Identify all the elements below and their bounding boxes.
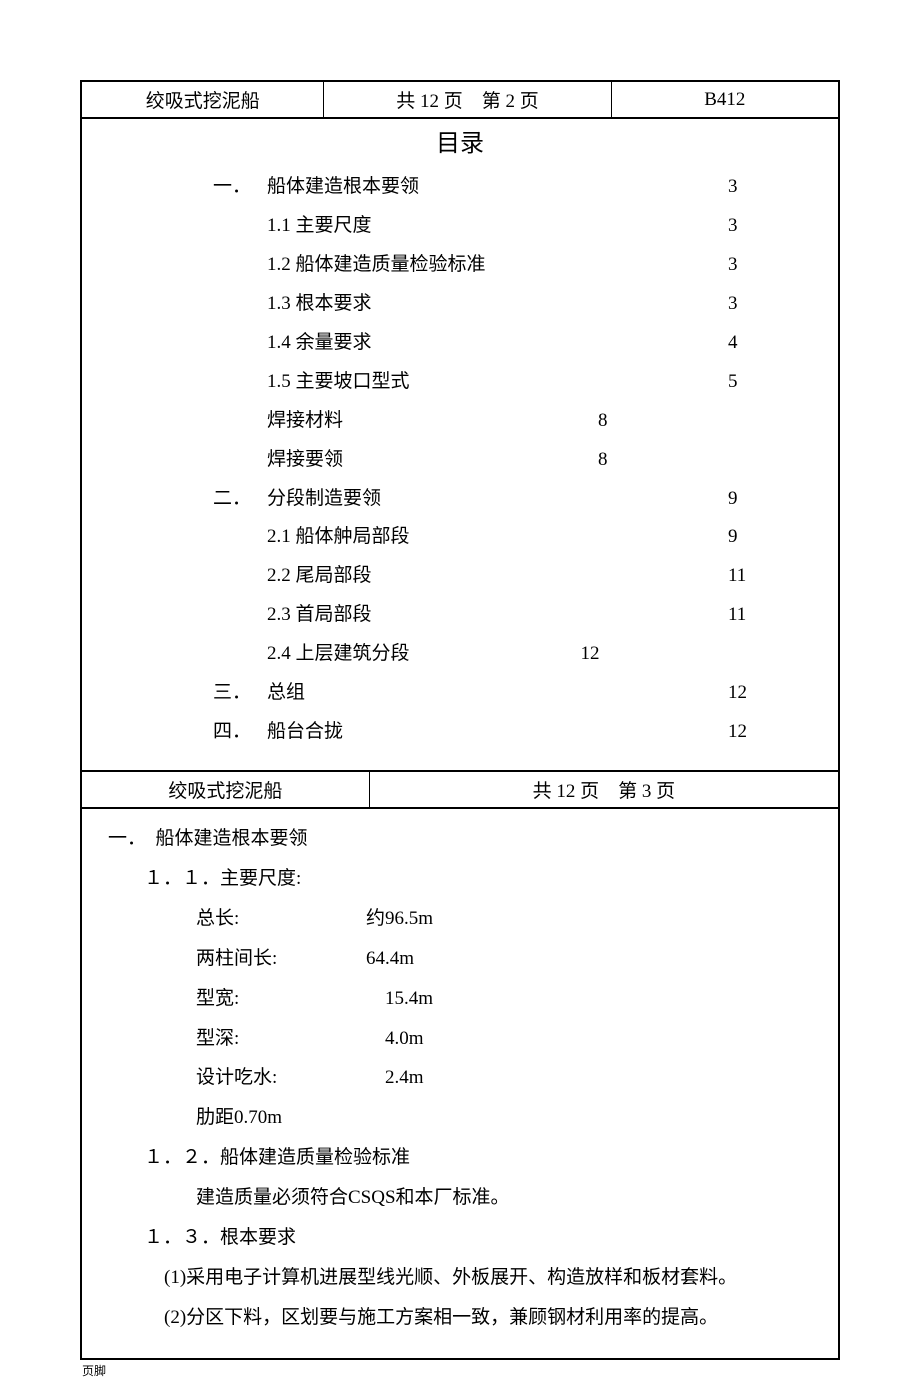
section-1-1-heading: １．１．主要尺度: — [108, 859, 812, 899]
toc-page — [728, 635, 808, 674]
toc-row: 2.4 上层建筑分段 12 — [112, 635, 808, 674]
toc-row: 1.3 根本要求3 — [112, 285, 808, 324]
toc-label: 2.3 首局部段 — [267, 596, 728, 635]
dimension-label: 肋距0.70m — [108, 1098, 328, 1138]
toc-label: 焊接材料 — [267, 402, 598, 441]
toc-page: 9 — [728, 480, 808, 519]
toc-page: 12 — [728, 713, 808, 752]
dimension-label: 设计吃水: — [108, 1058, 328, 1098]
toc-num: 二． — [112, 480, 267, 519]
header-row-1: 绞吸式挖泥船 共 12 页 第 2 页 B412 — [82, 82, 838, 119]
section-1-heading: 一． 船体建造根本要领 — [108, 819, 812, 859]
toc-label: 2.1 船体舯局部段 — [267, 518, 728, 557]
section-1-3-heading: １．３．根本要求 — [108, 1218, 812, 1258]
toc-page: 11 — [728, 557, 808, 596]
toc-page: 8 — [598, 441, 808, 480]
content-body: 一． 船体建造根本要领 １．１．主要尺度: 总长: 约96.5m两柱间长: 64… — [82, 809, 838, 1358]
toc-page: 8 — [598, 402, 808, 441]
toc-label: 焊接要领 — [267, 441, 598, 480]
toc-page: 3 — [728, 285, 808, 324]
dimension-row: 型宽: 15.4m — [108, 979, 812, 1019]
dimension-label: 型深: — [108, 1019, 328, 1059]
toc-num — [112, 363, 267, 402]
dimension-label: 型宽: — [108, 979, 328, 1019]
toc-num: 三． — [112, 674, 267, 713]
toc-page: 4 — [728, 324, 808, 363]
toc-page: 3 — [728, 246, 808, 285]
toc-num — [112, 207, 267, 246]
toc-label: 1.4 余量要求 — [267, 324, 728, 363]
toc-row: 二．分段制造要领9 — [112, 480, 808, 519]
toc-num — [112, 246, 267, 285]
section-1-2-text: 建造质量必须符合CSQS和本厂标准。 — [108, 1178, 812, 1218]
toc-label: 分段制造要领 — [267, 480, 728, 519]
toc-num — [112, 635, 267, 674]
toc-label: 船体建造根本要领 — [267, 168, 728, 207]
dimension-value: 15.4m — [328, 979, 433, 1019]
toc-num — [112, 557, 267, 596]
toc-page: 11 — [728, 596, 808, 635]
page-footer: 页脚 — [80, 1360, 840, 1379]
toc-page: 12 — [728, 674, 808, 713]
dimension-value: 约96.5m — [328, 899, 433, 939]
toc-row: 1.2 船体建造质量检验标准3 — [112, 246, 808, 285]
toc-row: 焊接要领8 — [112, 441, 808, 480]
toc-label: 1.1 主要尺度 — [267, 207, 728, 246]
dimension-row: 两柱间长: 64.4m — [108, 939, 812, 979]
toc-num: 一． — [112, 168, 267, 207]
toc-num — [112, 596, 267, 635]
toc-row: 四． 船台合拢12 — [112, 713, 808, 752]
header-row-2: 绞吸式挖泥船 共 12 页 第 3 页 — [82, 770, 838, 809]
toc-num: 四． — [112, 713, 267, 752]
toc-page: 5 — [728, 363, 808, 402]
toc-row: 焊接材料8 — [112, 402, 808, 441]
toc-label: 船台合拢 — [267, 713, 728, 752]
toc-row: 1.4 余量要求4 — [112, 324, 808, 363]
toc-page: 3 — [728, 207, 808, 246]
table-of-contents: 一．船体建造根本要领31.1 主要尺度31.2 船体建造质量检验标准31.3 根… — [82, 168, 838, 770]
dimension-row: 设计吃水: 2.4m — [108, 1058, 812, 1098]
toc-title: 目录 — [82, 119, 838, 168]
hdr2-pages: 共 12 页 第 3 页 — [369, 771, 838, 808]
toc-row: 2.1 船体舯局部段9 — [112, 518, 808, 557]
hdr2-title: 绞吸式挖泥船 — [82, 771, 369, 808]
dimension-label: 总长: — [108, 899, 328, 939]
dimension-value: 64.4m — [328, 939, 414, 979]
toc-row: 三． 总组12 — [112, 674, 808, 713]
document-frame: 绞吸式挖泥船 共 12 页 第 2 页 B412 目录 一．船体建造根本要领31… — [80, 80, 840, 1360]
hdr1-title: 绞吸式挖泥船 — [82, 82, 324, 118]
hdr1-code: B412 — [611, 82, 838, 118]
dimension-label: 两柱间长: — [108, 939, 328, 979]
toc-num — [112, 518, 267, 557]
toc-row: 2.2 尾局部段11 — [112, 557, 808, 596]
toc-label: 1.2 船体建造质量检验标准 — [267, 246, 728, 285]
dimension-row: 总长: 约96.5m — [108, 899, 812, 939]
toc-label: 总组 — [267, 674, 728, 713]
toc-label: 2.4 上层建筑分段 12 — [267, 635, 728, 674]
toc-num — [112, 324, 267, 363]
dimension-row: 肋距0.70m — [108, 1098, 812, 1138]
toc-row: 一．船体建造根本要领3 — [112, 168, 808, 207]
toc-row: 1.1 主要尺度3 — [112, 207, 808, 246]
toc-page: 3 — [728, 168, 808, 207]
hdr1-pages: 共 12 页 第 2 页 — [324, 82, 611, 118]
section-1-2-heading: １．２．船体建造质量检验标准 — [108, 1138, 812, 1178]
dimension-value: 4.0m — [328, 1019, 424, 1059]
section-1-3-item-2: (2)分区下料，区划要与施工方案相一致，兼顾钢材利用率的提高。 — [108, 1298, 812, 1338]
section-1-3-item-1: (1)采用电子计算机进展型线光顺、外板展开、构造放样和板材套料。 — [108, 1258, 812, 1298]
toc-num — [112, 402, 267, 441]
toc-num — [112, 441, 267, 480]
toc-label: 1.3 根本要求 — [267, 285, 728, 324]
dimension-value: 2.4m — [328, 1058, 424, 1098]
toc-page: 9 — [728, 518, 808, 557]
toc-num — [112, 285, 267, 324]
dimension-row: 型深: 4.0m — [108, 1019, 812, 1059]
toc-row: 2.3 首局部段11 — [112, 596, 808, 635]
toc-row: 1.5 主要坡口型式5 — [112, 363, 808, 402]
toc-label: 2.2 尾局部段 — [267, 557, 728, 596]
toc-label: 1.5 主要坡口型式 — [267, 363, 728, 402]
